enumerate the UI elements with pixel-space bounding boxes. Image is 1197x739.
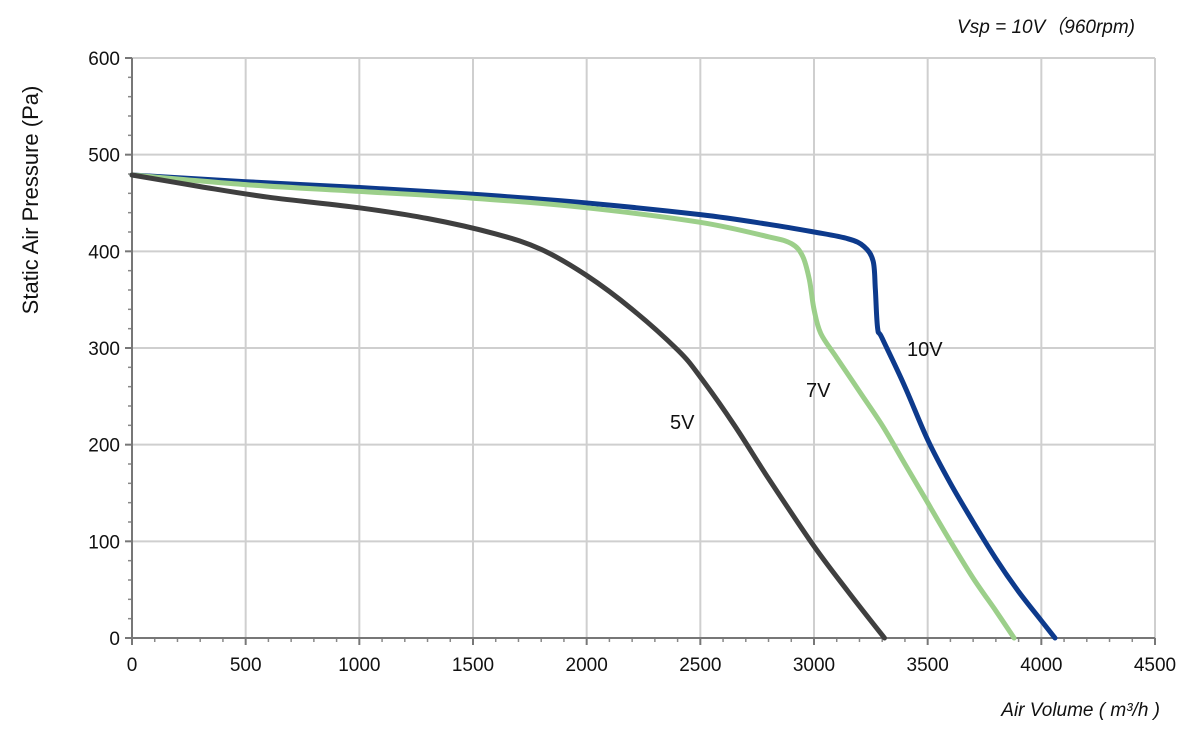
x-tick-labels: 0 500 1000 1500 2000 2500 3000 3500 4000 4500 xyxy=(127,655,1176,676)
minor-ticks xyxy=(128,76,1134,642)
y-tick-label: 100 xyxy=(88,532,120,553)
x-tick-label: 3500 xyxy=(907,655,949,676)
x-tick-label: 2500 xyxy=(679,655,721,676)
x-tick-label: 500 xyxy=(230,655,262,676)
y-tick-label: 300 xyxy=(88,339,120,360)
x-tick-label: 3000 xyxy=(793,655,835,676)
x-tick-label: 4000 xyxy=(1020,655,1062,676)
series-label-10v: 10V xyxy=(907,339,943,361)
y-tick-label: 500 xyxy=(88,146,120,167)
series-label-7v: 7V xyxy=(806,380,831,402)
x-tick-label: 2000 xyxy=(566,655,608,676)
x-axis-title: Air Volume ( m³/h ) xyxy=(1000,700,1160,721)
y-tick-labels: 0 100 200 300 400 500 600 xyxy=(88,49,120,650)
grid xyxy=(132,57,1156,638)
x-tick-label: 4500 xyxy=(1134,655,1176,676)
series-label-5v: 5V xyxy=(670,412,695,434)
y-tick-label: 400 xyxy=(88,242,120,263)
x-tick-label: 1000 xyxy=(338,655,380,676)
y-tick-label: 0 xyxy=(109,629,120,650)
axes xyxy=(125,57,1156,645)
series-line-5v xyxy=(129,172,887,641)
series-line-10v xyxy=(129,172,1058,641)
y-tick-label: 200 xyxy=(88,436,120,457)
series-lines xyxy=(129,172,1058,641)
x-tick-label: 1500 xyxy=(452,655,494,676)
speed-annotation: Vsp = 10V（960rpm) xyxy=(957,16,1135,38)
y-axis-title: Static Air Pressure (Pa) xyxy=(18,86,43,315)
y-tick-label: 600 xyxy=(88,49,120,70)
series-line-7v xyxy=(129,172,1017,641)
x-tick-label: 0 xyxy=(127,655,138,676)
